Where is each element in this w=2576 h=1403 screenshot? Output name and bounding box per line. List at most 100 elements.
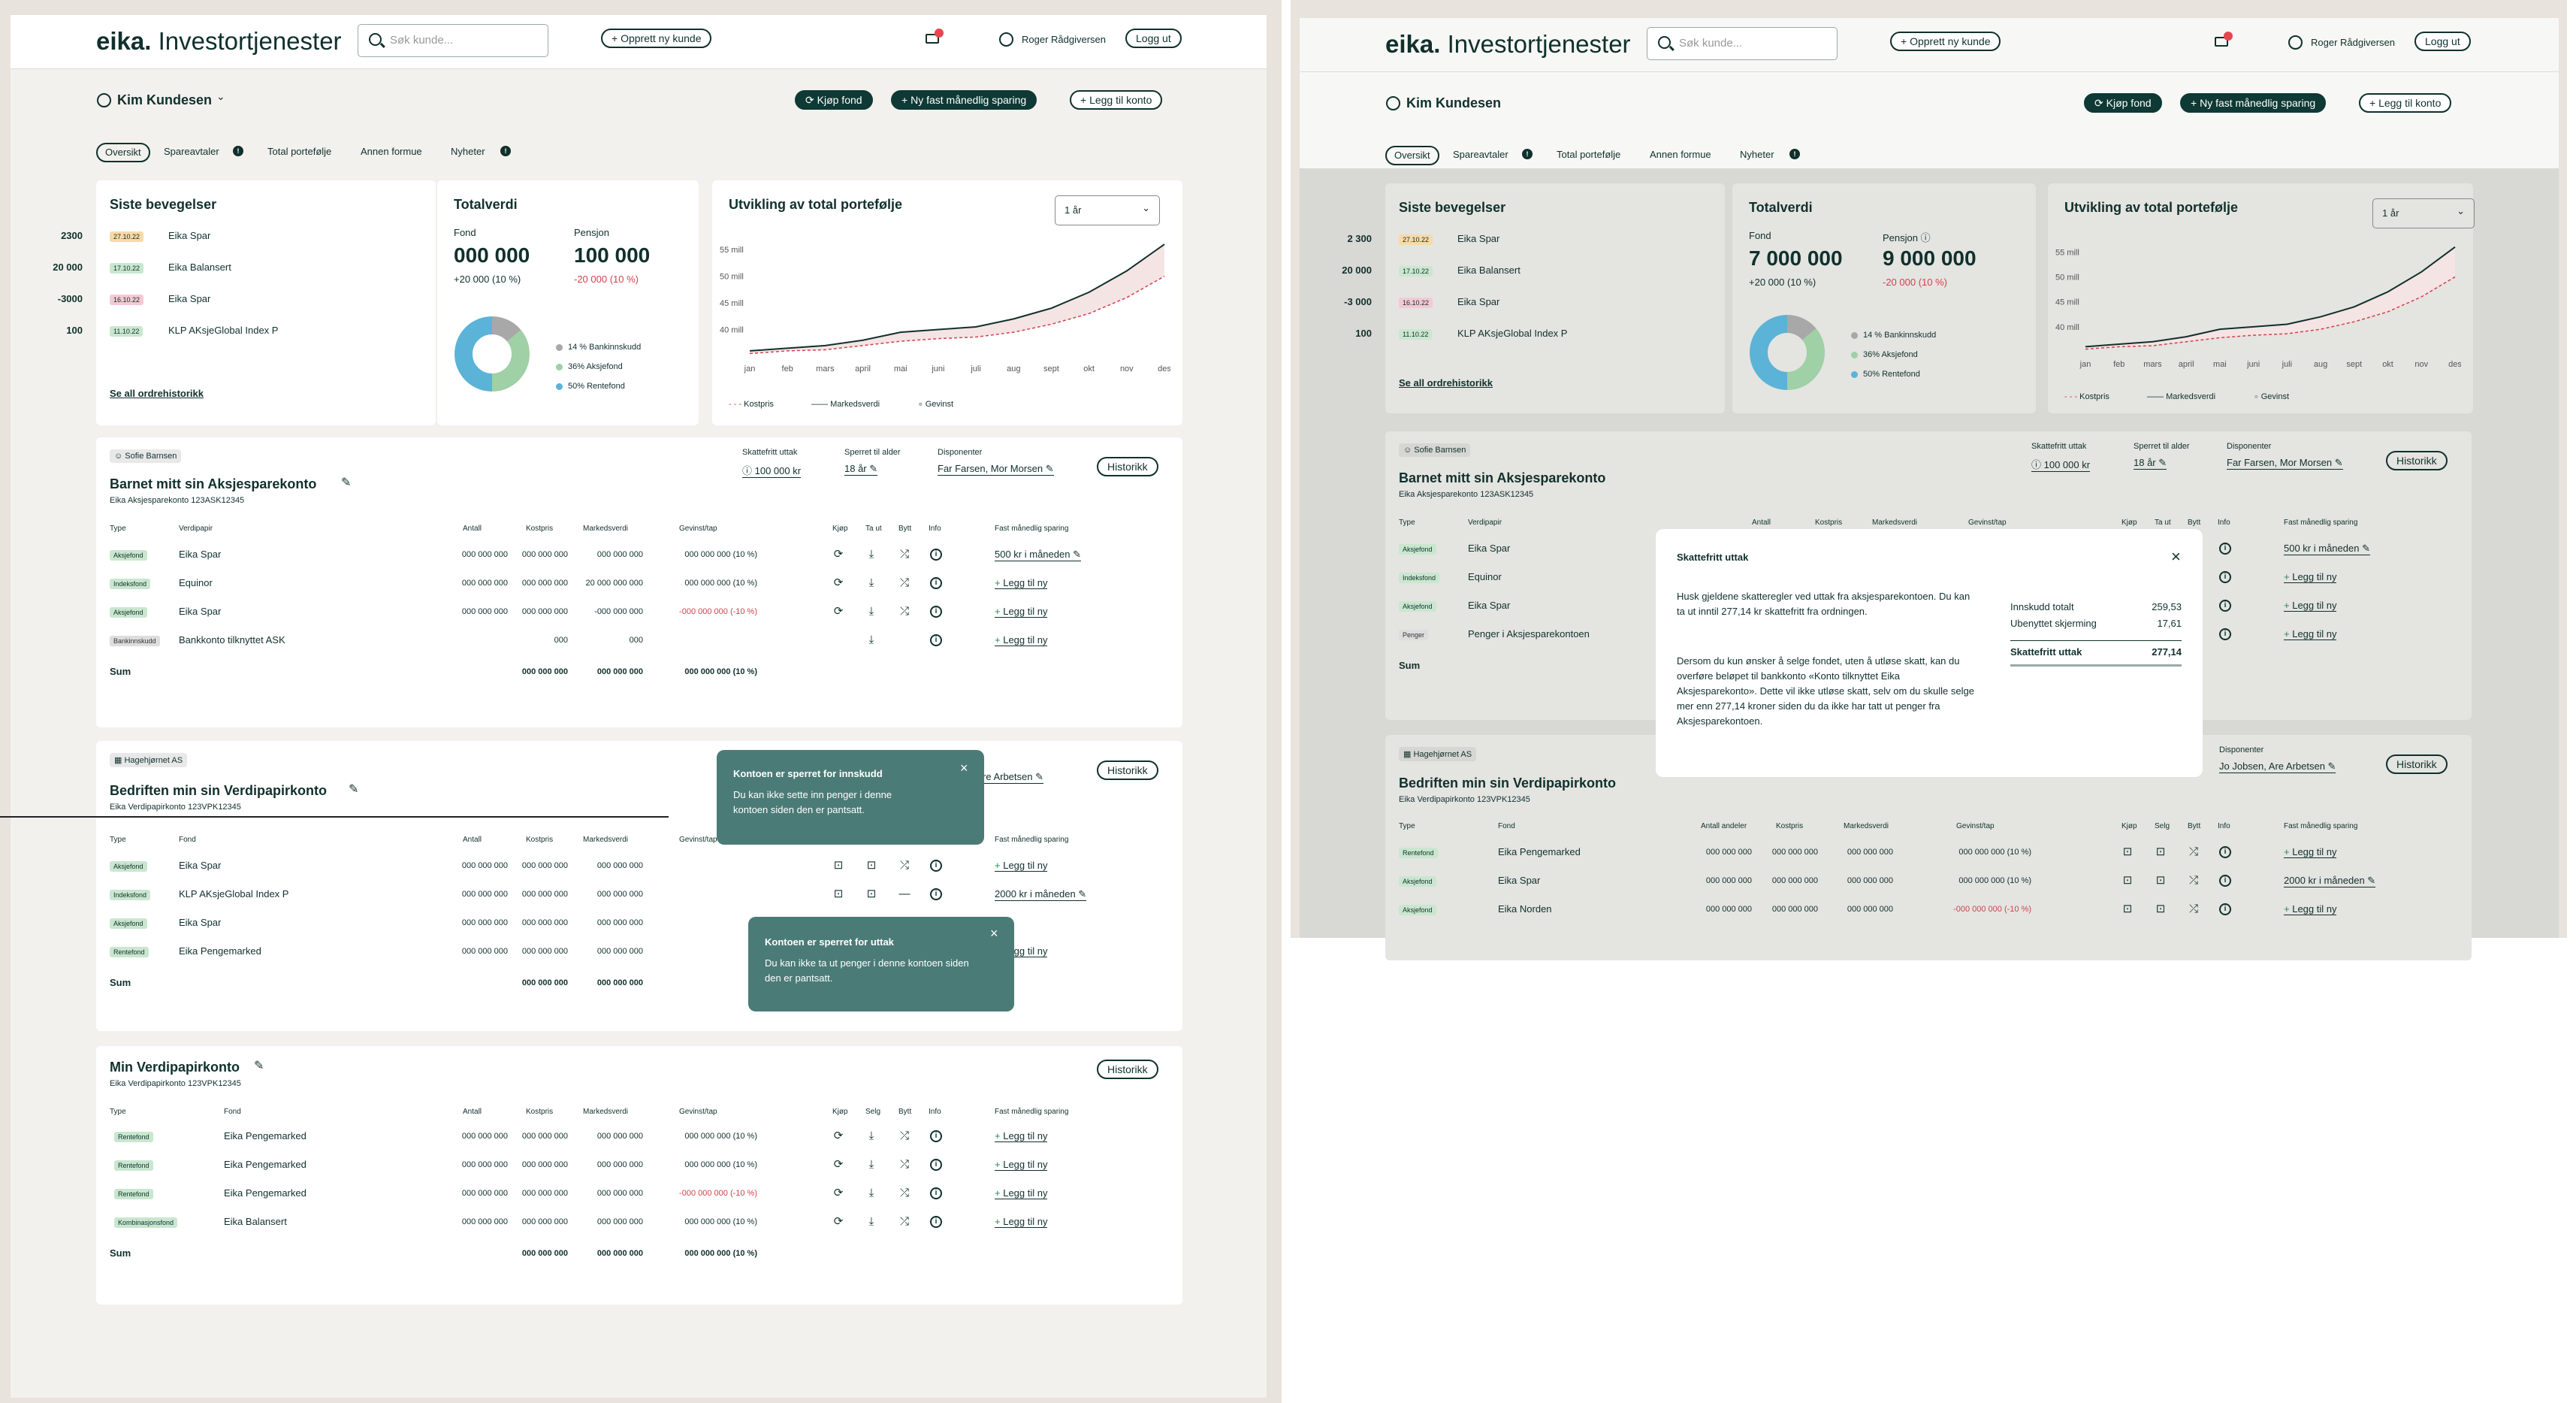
new-monthly-saving-button[interactable]: + Ny fast månedlig sparing <box>891 90 1037 110</box>
monthly-saving-link[interactable]: + Legg til ny <box>995 1216 1048 1228</box>
edit-icon[interactable]: ✎ <box>349 783 359 796</box>
monthly-saving-link[interactable]: + Legg til ny <box>995 860 1048 872</box>
lock-icon[interactable]: ⊡ <box>2155 874 2166 887</box>
info-icon[interactable]: i <box>930 1187 942 1199</box>
withdraw-icon[interactable]: ⤓ <box>868 605 874 618</box>
period-select[interactable]: 1 år ⌄ <box>1055 195 1160 225</box>
disp-value[interactable]: re Arbetsen ✎ <box>983 771 1044 784</box>
monthly-saving-link[interactable]: + Legg til ny <box>2284 846 2337 858</box>
lock-icon[interactable]: ⊡ <box>833 887 844 900</box>
search-input[interactable]: Søk kunde... <box>1647 27 1838 60</box>
history-button[interactable]: Historikk <box>1097 457 1158 476</box>
info-icon[interactable]: i <box>2219 543 2231 555</box>
monthly-saving-link[interactable]: + Legg til ny <box>995 1159 1048 1171</box>
monthly-saving-link[interactable]: + Legg til ny <box>2284 571 2337 583</box>
edit-icon[interactable]: ✎ <box>341 476 352 489</box>
lock-value[interactable]: 18 år ✎ <box>844 463 878 476</box>
info-icon[interactable]: i <box>2219 571 2231 583</box>
customer-name[interactable]: Kim Kundesen <box>1406 95 1502 110</box>
lock-icon[interactable]: ⊡ <box>2122 845 2133 858</box>
switch-icon[interactable]: ⤮ <box>899 576 909 589</box>
info-icon[interactable]: i <box>930 860 942 872</box>
search-input[interactable]: Søk kunde... <box>358 24 548 57</box>
buy-fund-button[interactable]: ⟳ Kjøp fond <box>795 90 873 110</box>
tax-value[interactable]: ⓘ 100 000 kr <box>2031 457 2091 472</box>
info-icon[interactable]: i <box>930 606 942 618</box>
info-icon[interactable]: i <box>930 549 942 561</box>
switch-icon[interactable]: ⤮ <box>899 859 909 872</box>
logo[interactable]: eika. Investortjenester <box>1385 30 1631 58</box>
disp-value[interactable]: Far Farsen, Mor Morsen ✎ <box>2227 457 2343 470</box>
buy-icon[interactable]: ⟳ <box>833 605 844 618</box>
switch-icon[interactable]: ⤮ <box>2188 845 2198 858</box>
lock-icon[interactable]: ⊡ <box>2155 845 2166 858</box>
lock-icon[interactable]: ⊡ <box>866 859 877 872</box>
order-history-link[interactable]: Se all ordrehistorikk <box>110 388 204 399</box>
withdraw-icon[interactable]: ⤓ <box>868 1129 874 1142</box>
disp-value[interactable]: Far Farsen, Mor Morsen ✎ <box>938 463 1054 476</box>
withdraw-icon[interactable]: ⤓ <box>868 1158 874 1171</box>
info-icon[interactable]: i <box>930 1130 942 1142</box>
disp-value[interactable]: Jo Jobsen, Are Arbetsen ✎ <box>2219 760 2336 773</box>
switch-icon[interactable]: ⤮ <box>899 1215 909 1228</box>
monthly-saving-link[interactable]: + Legg til ny <box>995 606 1048 618</box>
new-monthly-saving-button[interactable]: + Ny fast månedlig sparing <box>2180 93 2327 113</box>
history-button[interactable]: Historikk <box>1097 760 1158 780</box>
buy-icon[interactable]: ⟳ <box>833 1129 844 1142</box>
lock-icon[interactable]: ⊡ <box>866 887 877 900</box>
switch-icon[interactable]: ⤮ <box>2188 903 2198 915</box>
lock-icon[interactable]: ⊡ <box>2122 874 2133 887</box>
monthly-saving-link[interactable]: 2000 kr i måneden ✎ <box>2284 875 2376 887</box>
tab-2[interactable]: Total portefølje <box>267 146 332 157</box>
lock-icon[interactable]: ⊡ <box>2155 903 2166 915</box>
buy-fund-button[interactable]: ⟳ Kjøp fond <box>2084 93 2162 113</box>
logo[interactable]: eika. Investortjenester <box>96 27 342 55</box>
tab-0[interactable]: Oversikt <box>96 143 150 162</box>
add-account-button[interactable]: + Legg til konto <box>1070 90 1163 110</box>
buy-icon[interactable]: ⟳ <box>833 1187 844 1199</box>
buy-icon[interactable]: ⟳ <box>833 548 844 561</box>
dash-icon[interactable]: — <box>898 887 911 900</box>
withdraw-icon[interactable]: ⤓ <box>868 1187 874 1199</box>
close-icon[interactable]: × <box>990 926 998 941</box>
order-history-link[interactable]: Se all ordrehistorikk <box>1399 377 1493 389</box>
history-button[interactable]: Historikk <box>2386 451 2448 470</box>
chevron-down-icon[interactable]: ⌄ <box>216 90 225 102</box>
monthly-saving-link[interactable]: + Legg til ny <box>995 577 1048 589</box>
monthly-saving-link[interactable]: + Legg til ny <box>995 1187 1048 1199</box>
close-icon[interactable]: × <box>2171 547 2181 566</box>
customer-name[interactable]: Kim Kundesen <box>117 92 213 107</box>
mail-icon[interactable] <box>2215 37 2228 47</box>
monthly-saving-link[interactable]: + Legg til ny <box>995 634 1048 646</box>
logout-button[interactable]: Logg ut <box>2414 32 2471 51</box>
edit-icon[interactable]: ✎ <box>1075 888 1087 900</box>
tab-4[interactable]: Nyheter <box>451 146 485 157</box>
close-icon[interactable]: × <box>960 760 968 776</box>
monthly-saving-link[interactable]: 500 kr i måneden ✎ <box>2284 543 2370 555</box>
withdraw-icon[interactable]: ⤓ <box>868 576 874 589</box>
info-icon[interactable]: i <box>930 1216 942 1228</box>
tab-3[interactable]: Annen formue <box>361 146 422 157</box>
info-icon[interactable]: i <box>2219 875 2231 887</box>
switch-icon[interactable]: ⤮ <box>899 1187 909 1199</box>
info-icon[interactable]: i <box>2219 628 2231 640</box>
switch-icon[interactable]: ⤮ <box>899 548 909 561</box>
monthly-saving-link[interactable]: + Legg til ny <box>2284 903 2337 915</box>
tab-3[interactable]: Annen formue <box>1650 149 1711 160</box>
monthly-saving-link[interactable]: + Legg til ny <box>995 1130 1048 1142</box>
edit-icon[interactable]: ✎ <box>2359 543 2370 554</box>
withdraw-icon[interactable]: ⤓ <box>868 1215 874 1228</box>
lock-value[interactable]: 18 år ✎ <box>2134 457 2167 470</box>
switch-icon[interactable]: ⤮ <box>899 605 909 618</box>
info-icon[interactable]: i <box>930 888 942 900</box>
withdraw-icon[interactable]: ⤓ <box>868 633 874 646</box>
new-customer-button[interactable]: + Opprett ny kunde <box>1890 32 2001 51</box>
info-icon[interactable]: i <box>930 1159 942 1171</box>
mail-icon[interactable] <box>926 34 939 44</box>
tax-value[interactable]: ⓘ 100 000 kr <box>742 463 802 478</box>
lock-icon[interactable]: ⊡ <box>833 859 844 872</box>
info-icon[interactable]: i <box>930 634 942 646</box>
info-icon[interactable]: i <box>2219 600 2231 612</box>
monthly-saving-link[interactable]: 500 kr i måneden ✎ <box>995 549 1081 561</box>
tab-1[interactable]: Spareavtaler <box>1453 149 1508 160</box>
